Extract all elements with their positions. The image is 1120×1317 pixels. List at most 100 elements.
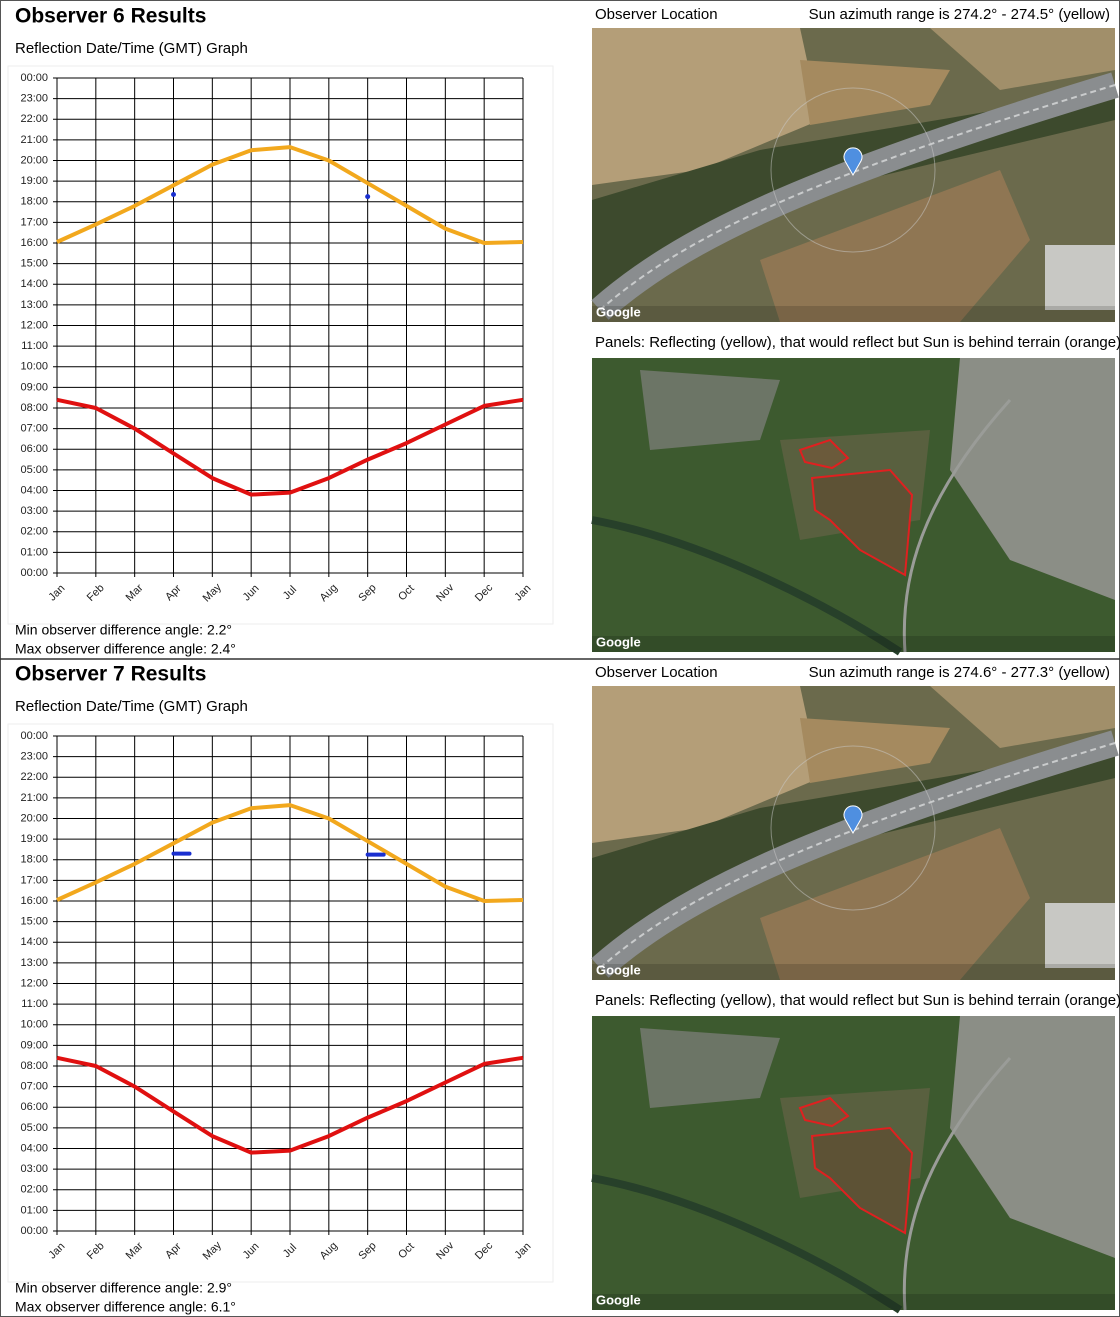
trees	[592, 748, 1115, 958]
y-tick-label: 09:00	[20, 381, 48, 393]
y-tick-label: 14:00	[20, 936, 48, 948]
y-tick-label: 22:00	[20, 113, 48, 125]
river	[591, 516, 903, 656]
y-tick-label: 13:00	[20, 299, 48, 311]
y-tick-label: 18:00	[20, 854, 48, 866]
field	[592, 686, 820, 843]
y-tick-label: 15:00	[20, 258, 48, 270]
map-credit: Google	[596, 634, 641, 649]
y-tick-label: 10:00	[20, 1019, 48, 1031]
panel-area	[798, 438, 850, 470]
map-credit: Google	[596, 304, 641, 319]
credit-bar	[592, 636, 1115, 652]
map-credit: Google	[596, 962, 641, 977]
car-park	[1045, 245, 1115, 310]
location-label: Observer Location	[595, 6, 718, 23]
panel-area	[810, 468, 914, 577]
graph-title: Reflection Date/Time (GMT) Graph	[15, 698, 248, 715]
azimuth-text: Sun azimuth range is 274.2° - 274.5° (ye…	[809, 6, 1110, 23]
y-tick-label: 00:00	[20, 567, 48, 579]
road	[591, 72, 1119, 320]
y-tick-label: 18:00	[20, 196, 48, 208]
panels-map	[591, 358, 1115, 656]
y-tick-label: 21:00	[20, 134, 48, 146]
range-circle	[770, 745, 936, 911]
chart-frame	[7, 65, 554, 625]
y-tick-label: 08:00	[20, 1060, 48, 1072]
y-tick-label: 16:00	[20, 895, 48, 907]
y-tick-label: 01:00	[20, 546, 48, 558]
chart-frame	[7, 723, 554, 1283]
y-tick-label: 23:00	[20, 93, 48, 105]
max-angle: Max observer difference angle: 2.4°	[15, 641, 236, 657]
section-title: Observer 7 Results	[15, 663, 206, 686]
river	[591, 1174, 903, 1314]
location-pin	[843, 805, 863, 835]
car-park	[1045, 903, 1115, 968]
map-credit: Google	[596, 1292, 641, 1307]
panels-map	[591, 1016, 1115, 1314]
section-title: Observer 6 Results	[15, 5, 206, 28]
trees	[592, 90, 1115, 300]
y-tick-label: 02:00	[20, 1184, 48, 1196]
max-angle: Max observer difference angle: 6.1°	[15, 1299, 236, 1315]
curve	[56, 145, 524, 245]
reflection-mark	[365, 194, 371, 200]
town	[950, 1016, 1115, 1258]
road	[591, 730, 1119, 978]
field	[800, 718, 950, 783]
y-tick-label: 04:00	[20, 1142, 48, 1154]
y-tick-label: 15:00	[20, 916, 48, 928]
y-tick-label: 14:00	[20, 278, 48, 290]
y-tick-label: 20:00	[20, 812, 48, 824]
panels-caption: Panels: Reflecting (yellow), that would …	[595, 334, 1120, 351]
y-tick-label: 03:00	[20, 505, 48, 517]
town	[950, 358, 1115, 600]
curve	[56, 1055, 524, 1155]
location-map	[591, 686, 1119, 980]
location-map	[591, 28, 1119, 322]
y-tick-label: 10:00	[20, 361, 48, 373]
road	[902, 398, 1012, 653]
y-tick-label: 22:00	[20, 771, 48, 783]
y-tick-label: 06:00	[20, 1101, 48, 1113]
y-tick-label: 12:00	[20, 319, 48, 331]
y-tick-label: 20:00	[20, 154, 48, 166]
credit-bar	[592, 964, 1115, 980]
y-tick-label: 04:00	[20, 484, 48, 496]
curve	[56, 803, 524, 903]
azimuth-text: Sun azimuth range is 274.6° - 277.3° (ye…	[809, 664, 1110, 681]
town	[640, 1028, 780, 1108]
y-tick-label: 01:00	[20, 1204, 48, 1216]
min-angle: Min observer difference angle: 2.9°	[15, 1280, 232, 1296]
y-tick-label: 00:00	[20, 72, 48, 84]
field	[760, 170, 1030, 322]
y-tick-label: 17:00	[20, 216, 48, 228]
y-tick-label: 07:00	[20, 423, 48, 435]
y-tick-label: 05:00	[20, 464, 48, 476]
y-tick-label: 12:00	[20, 977, 48, 989]
y-tick-label: 11:00	[21, 998, 48, 1010]
curve	[56, 397, 524, 497]
y-tick-label: 11:00	[21, 340, 48, 352]
y-tick-label: 21:00	[20, 792, 48, 804]
y-tick-label: 03:00	[20, 1163, 48, 1175]
y-tick-label: 19:00	[20, 175, 48, 187]
panel-area	[810, 1126, 914, 1235]
y-tick-label: 17:00	[20, 874, 48, 886]
y-tick-label: 05:00	[20, 1122, 48, 1134]
field	[800, 60, 950, 125]
credit-bar	[592, 1294, 1115, 1310]
y-tick-label: 06:00	[20, 443, 48, 455]
range-circle	[770, 87, 936, 253]
field	[930, 28, 1115, 90]
y-tick-label: 19:00	[20, 833, 48, 845]
graph-title: Reflection Date/Time (GMT) Graph	[15, 40, 248, 57]
road	[902, 1056, 1012, 1311]
min-angle: Min observer difference angle: 2.2°	[15, 622, 232, 638]
y-tick-label: 09:00	[20, 1039, 48, 1051]
y-tick-label: 07:00	[20, 1081, 48, 1093]
panel-area	[798, 1096, 850, 1128]
y-tick-label: 02:00	[20, 526, 48, 538]
